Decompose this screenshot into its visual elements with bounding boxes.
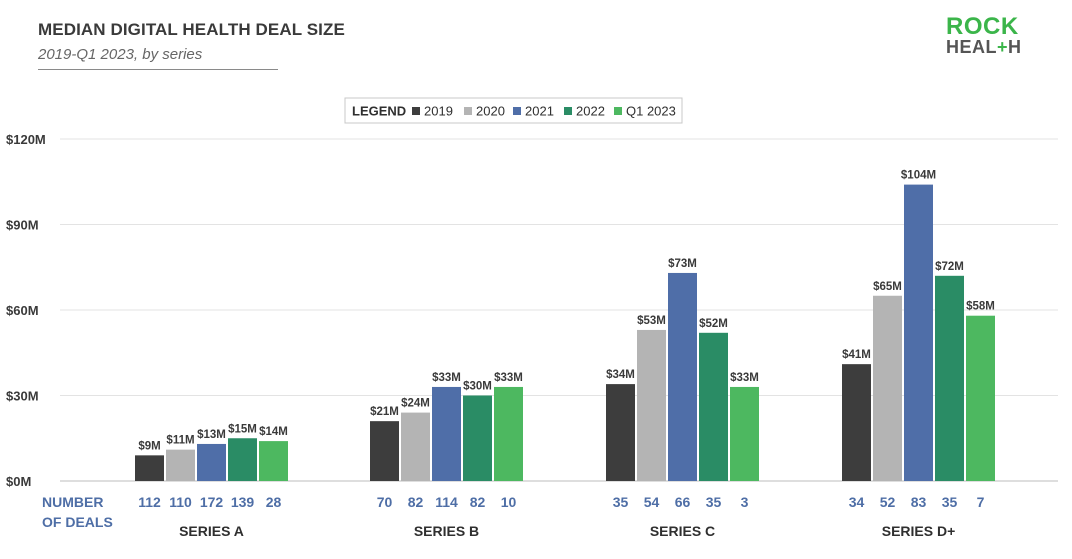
chart-subtitle: 2019-Q1 2023, by series [38, 46, 203, 63]
data-label: $9M [138, 440, 160, 452]
legend-label: 2022 [576, 104, 605, 119]
legend-swatch [614, 107, 622, 115]
deal-count: 70 [377, 494, 393, 510]
deal-count: 83 [911, 494, 927, 510]
logo-line-2-a: HEAL [946, 37, 997, 57]
bar [197, 443, 226, 481]
data-label: $52M [699, 318, 728, 330]
data-label: $11M [166, 435, 194, 447]
bar [842, 364, 871, 481]
bar [699, 332, 728, 481]
bar [401, 412, 430, 481]
deal-count: 35 [706, 494, 722, 510]
y-tick-label: $120M [6, 132, 46, 147]
bar [494, 386, 523, 481]
logo-line-2-c: H [1008, 37, 1022, 57]
deal-count: 110 [169, 494, 192, 510]
legend-title: LEGEND [352, 104, 406, 119]
logo-line-1: ROCK [946, 13, 1019, 40]
deal-count: 35 [613, 494, 629, 510]
data-label: $34M [606, 369, 635, 381]
chart-title: MEDIAN DIGITAL HEALTH DEAL SIZE [38, 20, 345, 39]
bar [904, 184, 933, 481]
legend-label: 2020 [476, 104, 505, 119]
deal-count: 35 [942, 494, 958, 510]
deal-count: 82 [408, 494, 424, 510]
data-label: $21M [370, 406, 399, 418]
bar [730, 386, 759, 481]
bar [668, 272, 697, 481]
deal-count: 7 [977, 494, 985, 510]
x-category-label: SERIES B [414, 523, 479, 539]
data-label: $41M [842, 349, 871, 361]
data-label: $14M [259, 426, 288, 438]
deal-count: 54 [644, 494, 660, 510]
deal-count: 114 [435, 494, 458, 510]
legend-swatch [412, 107, 420, 115]
legend-swatch [513, 107, 521, 115]
data-label: $58M [966, 301, 995, 313]
bar [228, 438, 257, 481]
deal-count: 172 [200, 494, 224, 510]
y-tick-label: $30M [6, 389, 39, 404]
deal-count: 82 [470, 494, 486, 510]
deals-label-line-1: NUMBER [42, 494, 103, 510]
data-label: $33M [494, 372, 523, 384]
legend-label: 2019 [424, 104, 453, 119]
data-label: $65M [873, 281, 902, 293]
deal-count: 10 [501, 494, 517, 510]
bar [637, 329, 666, 481]
data-label: $30M [463, 381, 492, 393]
data-label: $104M [901, 170, 936, 182]
deal-count: 66 [675, 494, 691, 510]
y-tick-label: $60M [6, 303, 39, 318]
subtitle-underline [38, 69, 278, 70]
deal-count: 3 [741, 494, 749, 510]
x-category-label: SERIES A [179, 523, 244, 539]
deal-count: 34 [849, 494, 865, 510]
data-label: $73M [668, 258, 697, 270]
bar [966, 315, 995, 481]
legend-label: 2021 [525, 104, 554, 119]
legend-swatch [564, 107, 572, 115]
data-label: $24M [401, 398, 430, 410]
data-label: $72M [935, 261, 964, 273]
bar [166, 449, 195, 481]
bar [259, 441, 288, 481]
logo-plus: + [997, 37, 1009, 57]
bar [463, 395, 492, 481]
y-tick-label: $0M [6, 474, 31, 489]
data-label: $53M [637, 315, 666, 327]
bar [606, 384, 635, 481]
rock-health-logo: ROCK HEAL+H [946, 13, 1022, 58]
y-tick-label: $90M [6, 218, 39, 233]
bar [935, 275, 964, 481]
bar [135, 455, 164, 481]
x-category-label: SERIES C [650, 523, 715, 539]
bar [873, 295, 902, 481]
data-label: $33M [432, 372, 461, 384]
legend-label: Q1 2023 [626, 104, 676, 119]
deal-count: 139 [231, 494, 255, 510]
legend-swatch [464, 107, 472, 115]
data-label: $13M [197, 429, 226, 441]
deal-count: 52 [880, 494, 896, 510]
logo-line-2: HEAL+H [946, 37, 1022, 58]
bar [432, 386, 461, 481]
deals-label-line-2: OF DEALS [42, 514, 113, 530]
deal-count: 112 [138, 494, 161, 510]
deal-count: 28 [266, 494, 282, 510]
x-category-label: SERIES D+ [882, 523, 956, 539]
bar [370, 421, 399, 481]
data-label: $33M [730, 372, 759, 384]
data-label: $15M [228, 423, 257, 435]
